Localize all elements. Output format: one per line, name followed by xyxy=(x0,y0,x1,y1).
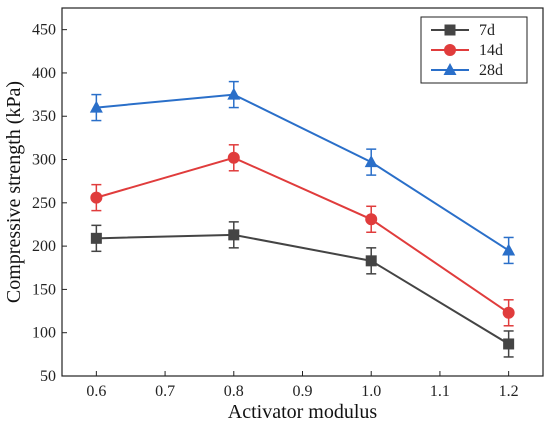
x-axis: 0.6 0.7 0.8 0.9 1.0 1.1 1.2 xyxy=(86,371,519,400)
legend-item-28d: 28d xyxy=(431,62,503,79)
x-tick-label: 1.0 xyxy=(361,383,381,400)
series-line xyxy=(96,93,510,252)
data-point xyxy=(227,151,240,164)
legend-item-7d: 7d xyxy=(431,22,495,39)
y-tick-label: 300 xyxy=(32,152,56,169)
legend-label: 14d xyxy=(479,42,503,59)
y-tick-label: 200 xyxy=(32,238,56,255)
y-tick-label: 150 xyxy=(32,281,56,298)
y-axis: 50 100 150 200 250 300 350 400 450 xyxy=(32,22,67,385)
data-point xyxy=(502,243,516,256)
y-tick-label: 400 xyxy=(32,65,56,82)
y-axis-title: Compressive strength (kPa) xyxy=(3,81,25,303)
data-point xyxy=(364,155,378,168)
data-point xyxy=(90,232,102,244)
data-point xyxy=(444,24,456,36)
legend-item-14d: 14d xyxy=(431,42,503,59)
data-point xyxy=(365,213,378,226)
series-14d xyxy=(90,144,515,327)
x-tick-label: 0.6 xyxy=(86,383,106,400)
data-point xyxy=(228,229,240,241)
data-point xyxy=(227,87,241,100)
plot-marks xyxy=(89,80,516,358)
data-point xyxy=(444,44,456,56)
legend-label: 28d xyxy=(479,62,503,79)
data-point xyxy=(502,306,515,319)
x-tick-label: 0.9 xyxy=(293,383,313,400)
legend: 7d 14d 28d xyxy=(420,16,528,84)
x-tick-label: 1.1 xyxy=(430,383,450,400)
series-7d xyxy=(90,221,515,358)
data-point xyxy=(365,255,377,267)
y-tick-label: 250 xyxy=(32,195,56,212)
x-tick-label: 0.8 xyxy=(224,383,244,400)
y-tick-label: 50 xyxy=(40,368,56,385)
y-tick-label: 100 xyxy=(32,325,56,342)
series-line xyxy=(96,156,510,314)
data-point xyxy=(90,191,103,204)
data-point xyxy=(503,338,515,350)
x-tick-label: 1.2 xyxy=(499,383,519,400)
y-tick-label: 350 xyxy=(32,108,56,125)
data-point xyxy=(443,63,457,75)
x-axis-title: Activator modulus xyxy=(228,401,378,423)
series-28d xyxy=(89,80,516,265)
data-point xyxy=(89,100,103,113)
series-line xyxy=(96,233,510,345)
legend-label: 7d xyxy=(479,22,495,39)
y-tick-label: 450 xyxy=(32,22,56,39)
x-tick-label: 0.7 xyxy=(155,383,175,400)
